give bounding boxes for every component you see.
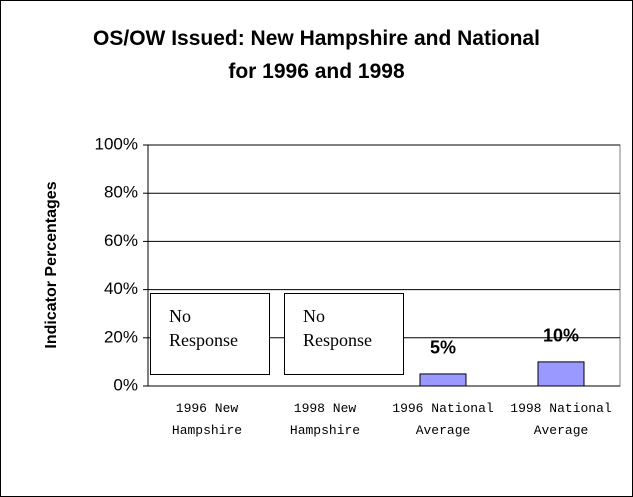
y-axis-label: Indicator Percentages	[43, 181, 60, 348]
y-tick-label: 80%	[104, 183, 138, 202]
x-tick-label-box: 1998 National Average	[510, 401, 612, 438]
y-tick-label: 100%	[95, 134, 138, 153]
y-tick-label: 0%	[113, 375, 138, 394]
bar	[419, 373, 467, 387]
x-tick-label-box: 1996 National Average	[392, 401, 494, 438]
data-label: 10%	[543, 326, 579, 346]
x-tick-label: 1998 New Hampshire	[289, 401, 361, 438]
no-response-note-box: No Response	[150, 293, 270, 375]
x-tick-label-box: 1996 New Hampshire	[171, 401, 243, 438]
x-tick-label: 1996 New Hampshire	[171, 401, 243, 438]
no-response-note-box: No Response	[284, 293, 404, 375]
y-tick-label: 60%	[104, 231, 138, 250]
no-response-note: No Response	[284, 293, 404, 375]
no-response-note: No Response	[150, 293, 270, 375]
data-label: 5%	[430, 338, 456, 358]
y-tick-label: 40%	[104, 279, 138, 298]
x-tick-label: 1996 National Average	[392, 401, 494, 438]
x-tick-label: 1998 National Average	[510, 401, 612, 438]
title-box: OS/OW Issued: New Hampshire and National…	[93, 27, 540, 83]
chart-title: OS/OW Issued: New Hampshire and National…	[93, 27, 540, 83]
y-tick-label: 20%	[104, 327, 138, 346]
x-tick-label-box: 1998 New Hampshire	[289, 401, 361, 438]
bar	[537, 361, 585, 387]
